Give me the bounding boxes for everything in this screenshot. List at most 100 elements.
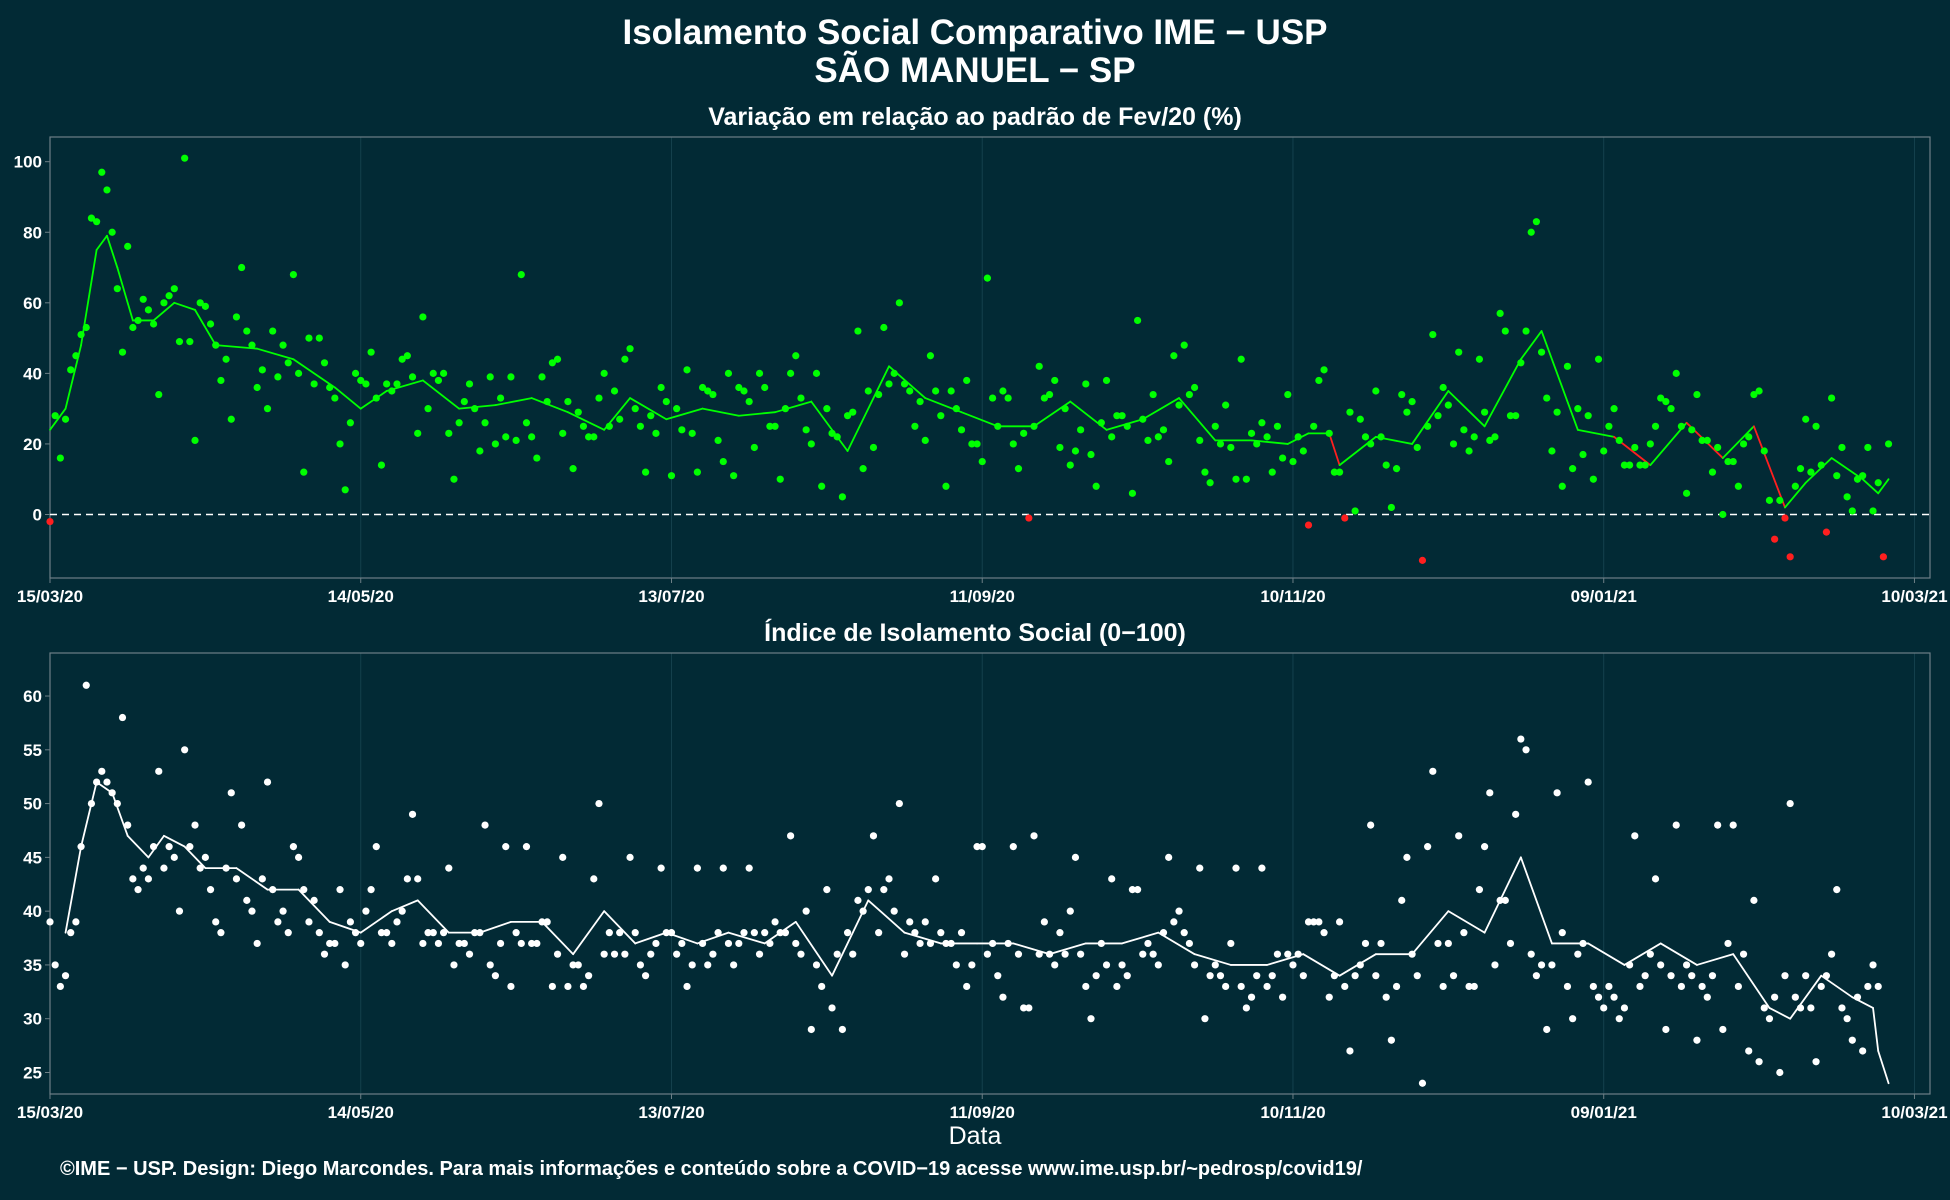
data-point xyxy=(569,961,577,969)
data-point xyxy=(1185,939,1193,948)
data-point xyxy=(1020,1004,1028,1012)
data-point xyxy=(113,799,121,808)
data-point xyxy=(1413,972,1421,980)
moving-average-segment xyxy=(292,358,336,389)
data-point xyxy=(320,359,329,367)
data-point xyxy=(1548,961,1556,969)
data-point xyxy=(947,939,955,948)
data-point xyxy=(1165,457,1173,466)
data-point xyxy=(755,950,764,958)
data-point xyxy=(1838,1004,1846,1012)
data-point xyxy=(357,939,365,948)
data-point xyxy=(1496,309,1504,317)
data-point xyxy=(952,405,960,413)
data-point xyxy=(512,436,520,445)
data-point xyxy=(1786,799,1794,808)
data-point xyxy=(1377,433,1385,441)
data-point xyxy=(1310,918,1318,926)
data-point xyxy=(1802,972,1810,980)
plot-frame xyxy=(49,136,1931,579)
data-point xyxy=(766,422,774,430)
data-point xyxy=(465,950,474,958)
data-point xyxy=(564,398,572,406)
data-point xyxy=(1672,369,1680,377)
data-point xyxy=(714,929,722,937)
data-point xyxy=(1812,1058,1820,1066)
data-point xyxy=(155,390,163,399)
data-point xyxy=(823,886,831,894)
data-point xyxy=(1387,503,1395,512)
data-point xyxy=(781,405,790,413)
data-point xyxy=(51,412,59,420)
data-point xyxy=(1268,468,1276,476)
data-point xyxy=(1356,961,1364,969)
data-point xyxy=(1382,993,1390,1001)
data-point xyxy=(662,929,670,937)
data-point xyxy=(1827,394,1836,402)
data-point xyxy=(294,853,303,861)
data-point xyxy=(963,982,971,991)
data-point xyxy=(310,380,318,388)
data-point xyxy=(1134,886,1142,894)
y-tick-label: 0 xyxy=(33,505,42,524)
data-point xyxy=(1040,394,1048,402)
x-tick-label: 13/07/20 xyxy=(638,1103,704,1122)
data-point xyxy=(548,359,556,367)
data-point xyxy=(98,168,106,176)
data-point xyxy=(533,454,541,462)
data-point xyxy=(1159,426,1168,434)
data-point xyxy=(911,422,919,430)
data-point xyxy=(1558,482,1566,490)
data-point xyxy=(994,972,1002,980)
data-point xyxy=(1320,929,1328,937)
moving-average-segment xyxy=(665,407,704,421)
moving-average-segment xyxy=(1877,1050,1890,1085)
data-point xyxy=(160,299,168,307)
data-point xyxy=(1771,535,1779,543)
data-point xyxy=(1667,972,1675,980)
data-point xyxy=(621,355,629,363)
data-point xyxy=(1113,412,1121,420)
data-point xyxy=(341,961,349,969)
data-point xyxy=(1874,479,1882,487)
data-point xyxy=(1833,886,1841,894)
data-point xyxy=(481,821,489,829)
data-point xyxy=(673,405,681,413)
data-point xyxy=(818,482,826,490)
data-point xyxy=(320,950,329,958)
data-point xyxy=(999,387,1007,395)
data-point xyxy=(201,302,209,310)
data-point xyxy=(807,1025,815,1034)
data-point xyxy=(181,746,189,754)
data-point xyxy=(1175,401,1183,409)
data-point xyxy=(1154,961,1162,969)
data-point xyxy=(1574,405,1582,413)
panel2-title: Índice de Isolamento Social (0−100) xyxy=(764,619,1186,647)
data-point xyxy=(1651,875,1660,883)
data-point xyxy=(1439,383,1447,392)
data-point xyxy=(698,383,707,392)
data-point xyxy=(1470,433,1478,441)
data-point xyxy=(1444,401,1452,409)
data-point xyxy=(730,472,738,480)
data-point xyxy=(766,939,774,948)
data-point xyxy=(1874,982,1882,991)
data-point xyxy=(1258,864,1266,872)
moving-average-segment xyxy=(1877,478,1890,495)
data-point xyxy=(849,408,857,416)
data-point xyxy=(1869,961,1877,969)
data-point xyxy=(1222,982,1230,991)
data-point xyxy=(1812,422,1820,430)
data-point xyxy=(124,821,132,829)
data-point xyxy=(82,323,90,332)
data-point xyxy=(1527,950,1535,958)
data-point xyxy=(1569,1015,1577,1023)
data-point xyxy=(1356,415,1364,423)
data-point xyxy=(1703,993,1711,1001)
data-point xyxy=(957,426,966,434)
data-point xyxy=(1289,457,1297,466)
moving-average-segment xyxy=(1411,390,1450,445)
data-point xyxy=(1796,1004,1805,1012)
data-point xyxy=(854,327,862,335)
data-point xyxy=(1014,465,1023,473)
